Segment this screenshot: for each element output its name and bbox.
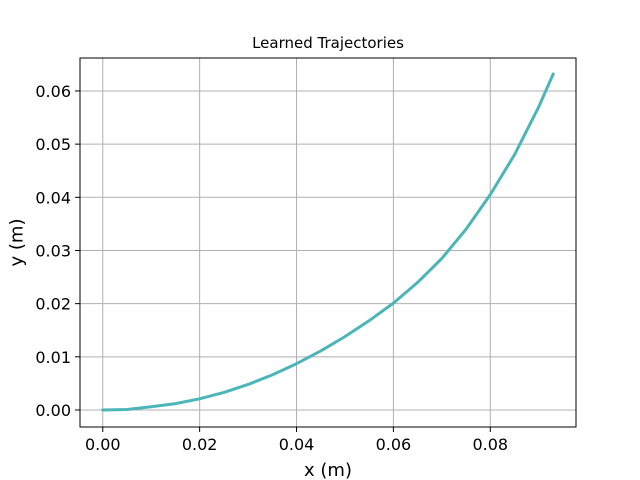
plot-frame (79, 57, 577, 428)
trajectory-line-0 (101, 72, 555, 412)
y-axis-title: y (m) (6, 219, 27, 267)
series-layer (101, 72, 555, 412)
x-axis-title: x (m) (304, 460, 352, 480)
y-tick-label: 0.02 (35, 295, 71, 314)
y-tick-label: 0.05 (35, 135, 71, 154)
x-tick-label: 0.06 (376, 435, 412, 454)
y-tick-label: 0.03 (35, 241, 71, 260)
x-tick-label: 0.02 (182, 435, 218, 454)
x-tick-label: 0.00 (85, 435, 121, 454)
y-tick-label: 0.04 (35, 188, 71, 207)
y-tick-label: 0.06 (35, 82, 71, 101)
chart-title: Learned Trajectories (252, 34, 404, 52)
ticks: 0.00 0.02 0.04 0.06 0.08 0.00 0.01 0.02 0.03 0.04… (35, 82, 508, 454)
grid (80, 58, 576, 427)
y-tick-label: 0.00 (35, 401, 71, 420)
x-tick-label: 0.08 (472, 435, 508, 454)
x-tick-label: 0.04 (279, 435, 315, 454)
y-tick-label: 0.01 (35, 348, 71, 367)
